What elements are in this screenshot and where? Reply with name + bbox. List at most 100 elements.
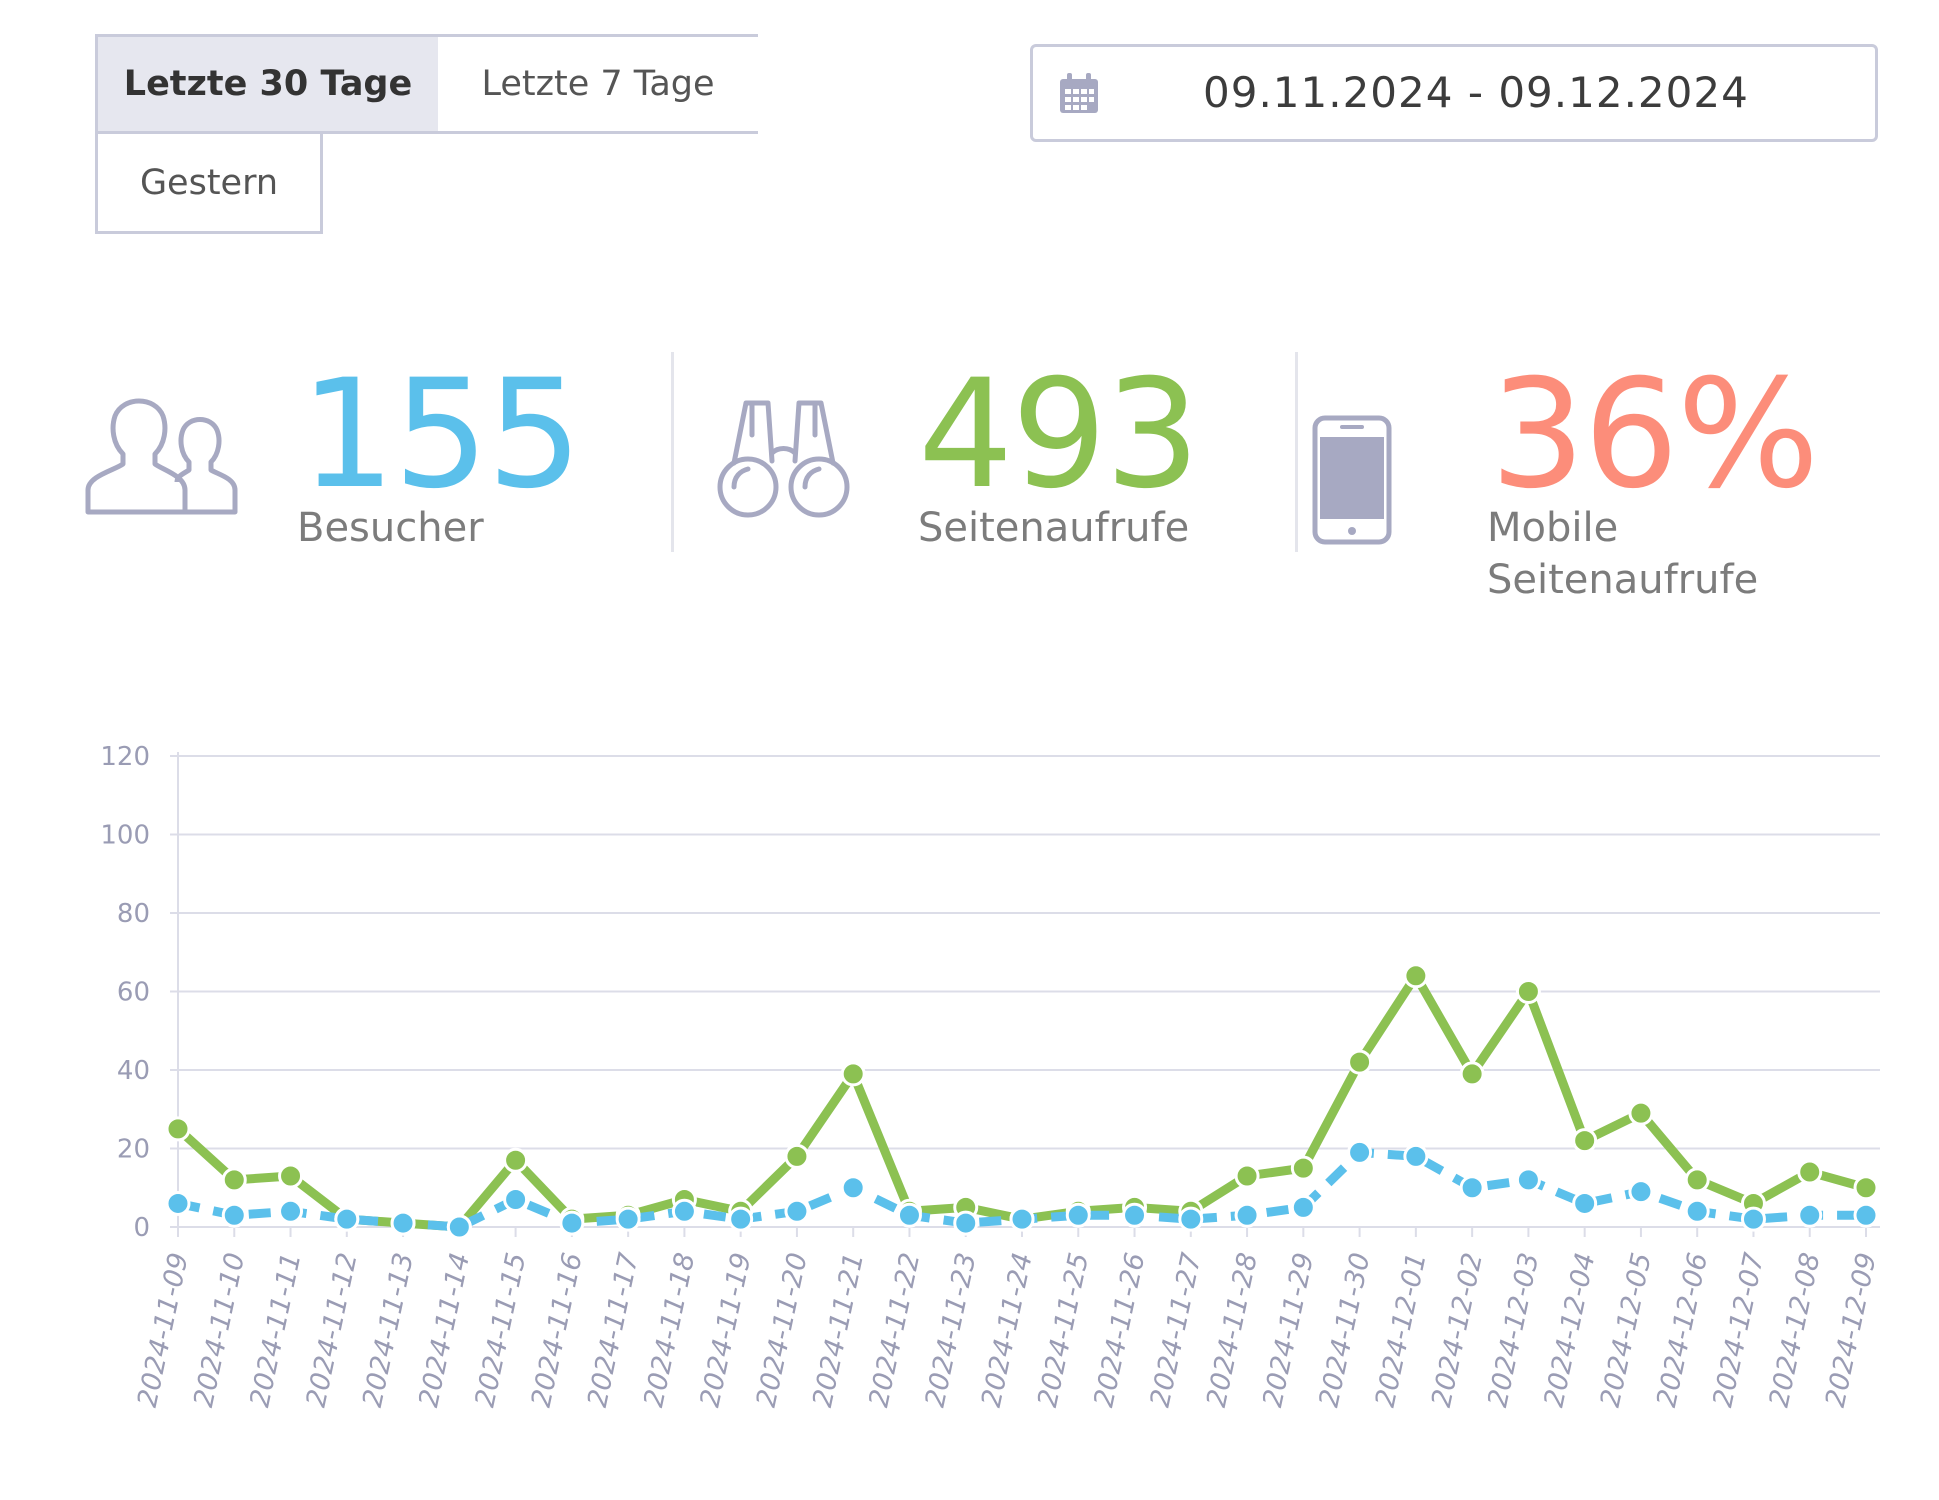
y-tick-label: 40 xyxy=(117,1056,150,1086)
data-point-0 xyxy=(1403,963,1429,989)
x-tick-label: 2024-12-08 xyxy=(1764,1250,1827,1410)
data-point-1 xyxy=(1515,1167,1541,1193)
data-point-1 xyxy=(728,1206,754,1232)
x-tick-label: 2024-11-16 xyxy=(526,1250,589,1410)
data-point-1 xyxy=(1628,1179,1654,1205)
data-point-1 xyxy=(165,1190,191,1216)
x-tick-label: 2024-12-04 xyxy=(1539,1250,1602,1410)
mobile-percentage: 36% xyxy=(1490,348,1819,522)
data-point-0 xyxy=(221,1167,247,1193)
data-point-1 xyxy=(1065,1202,1091,1228)
x-tick-label: 2024-11-15 xyxy=(469,1250,532,1410)
x-tick-label: 2024-11-22 xyxy=(863,1250,926,1410)
data-point-0 xyxy=(503,1147,529,1173)
users-icon xyxy=(85,398,238,515)
x-tick-label: 2024-12-06 xyxy=(1651,1250,1714,1410)
x-tick-label: 2024-11-12 xyxy=(301,1250,364,1410)
data-point-1 xyxy=(953,1210,979,1236)
data-point-1 xyxy=(1122,1202,1148,1228)
date-range-value: 09.11.2024 - 09.12.2024 xyxy=(1203,68,1749,117)
mobile-label-line2: Seitenaufrufe xyxy=(1487,557,1759,603)
data-point-1 xyxy=(446,1214,472,1240)
x-tick-label: 2024-12-09 xyxy=(1820,1250,1883,1410)
data-point-0 xyxy=(165,1116,191,1142)
x-tick-label: 2024-11-18 xyxy=(638,1250,701,1410)
line-chart: 0204060801001202024-11-092024-11-102024-… xyxy=(100,742,1883,1410)
data-point-0 xyxy=(1234,1163,1260,1189)
data-point-0 xyxy=(1797,1159,1823,1185)
x-tick-label: 2024-12-05 xyxy=(1595,1250,1658,1410)
x-tick-label: 2024-12-03 xyxy=(1482,1250,1545,1410)
data-point-0 xyxy=(1628,1100,1654,1126)
y-tick-label: 20 xyxy=(117,1135,150,1165)
data-point-0 xyxy=(840,1061,866,1087)
data-point-1 xyxy=(221,1202,247,1228)
data-point-0 xyxy=(784,1143,810,1169)
y-tick-label: 80 xyxy=(117,899,150,929)
data-point-1 xyxy=(1572,1190,1598,1216)
data-point-0 xyxy=(1515,979,1541,1004)
y-tick-label: 120 xyxy=(100,742,150,772)
data-point-1 xyxy=(840,1175,866,1201)
y-tick-label: 0 xyxy=(133,1213,150,1243)
tab-gestern[interactable]: Gestern xyxy=(95,134,323,234)
series-line-0 xyxy=(174,971,1868,1232)
data-point-1 xyxy=(1347,1139,1373,1165)
x-tick-label: 2024-11-29 xyxy=(1257,1250,1320,1410)
x-tick-label: 2024-11-27 xyxy=(1145,1250,1208,1410)
x-tick-label: 2024-11-19 xyxy=(695,1250,758,1410)
smartphone-icon xyxy=(1312,415,1392,545)
mobile-label-line1: Mobile xyxy=(1487,505,1619,551)
x-tick-label: 2024-11-09 xyxy=(132,1250,195,1410)
metric-divider xyxy=(671,352,674,552)
x-tick-label: 2024-11-25 xyxy=(1032,1250,1095,1410)
binoculars-icon xyxy=(717,400,850,518)
pageviews-count: 493 xyxy=(918,348,1200,522)
date-range-picker[interactable]: 09.11.2024 - 09.12.2024 xyxy=(1030,44,1878,142)
data-point-1 xyxy=(1178,1206,1204,1232)
visitors-label: Besucher xyxy=(297,505,484,551)
x-tick-label: 2024-11-13 xyxy=(357,1250,420,1410)
data-point-0 xyxy=(1684,1167,1710,1193)
data-point-1 xyxy=(1403,1143,1429,1169)
data-point-1 xyxy=(896,1202,922,1228)
pageviews-label: Seitenaufrufe xyxy=(918,505,1190,551)
x-tick-label: 2024-12-07 xyxy=(1707,1250,1770,1410)
tab-letzte-30-tage[interactable]: Letzte 30 Tage xyxy=(95,34,441,134)
data-point-0 xyxy=(1290,1155,1316,1181)
data-point-1 xyxy=(503,1187,529,1213)
data-point-1 xyxy=(334,1206,360,1232)
x-tick-label: 2024-11-11 xyxy=(244,1250,307,1410)
data-point-1 xyxy=(559,1210,585,1236)
x-tick-label: 2024-11-23 xyxy=(920,1250,983,1410)
x-tick-label: 2024-11-17 xyxy=(582,1250,645,1410)
data-point-1 xyxy=(1009,1206,1035,1232)
data-point-1 xyxy=(1797,1202,1823,1228)
x-tick-label: 2024-11-30 xyxy=(1313,1250,1376,1410)
data-point-1 xyxy=(1684,1198,1710,1224)
data-point-0 xyxy=(1853,1175,1879,1201)
x-tick-label: 2024-11-14 xyxy=(413,1250,476,1410)
data-point-1 xyxy=(671,1198,697,1224)
data-point-1 xyxy=(390,1210,416,1236)
data-point-0 xyxy=(278,1163,304,1189)
y-tick-label: 60 xyxy=(117,978,150,1008)
data-point-1 xyxy=(1459,1175,1485,1201)
data-point-1 xyxy=(615,1206,641,1232)
data-point-1 xyxy=(1290,1194,1316,1220)
x-tick-label: 2024-11-28 xyxy=(1201,1250,1264,1410)
data-point-1 xyxy=(278,1198,304,1224)
data-point-0 xyxy=(1347,1049,1373,1075)
x-tick-label: 2024-11-24 xyxy=(976,1250,1039,1410)
x-tick-label: 2024-11-26 xyxy=(1088,1250,1151,1410)
data-point-1 xyxy=(1853,1202,1879,1228)
data-point-1 xyxy=(784,1198,810,1224)
tab-letzte-7-tage[interactable]: Letzte 7 Tage xyxy=(438,34,758,134)
x-tick-label: 2024-12-02 xyxy=(1426,1250,1489,1410)
data-point-0 xyxy=(1572,1128,1598,1154)
x-tick-label: 2024-11-21 xyxy=(807,1250,870,1410)
visitors-count: 155 xyxy=(300,348,582,522)
data-point-1 xyxy=(1234,1202,1260,1228)
x-tick-label: 2024-11-20 xyxy=(751,1250,814,1410)
metric-divider xyxy=(1295,352,1298,552)
